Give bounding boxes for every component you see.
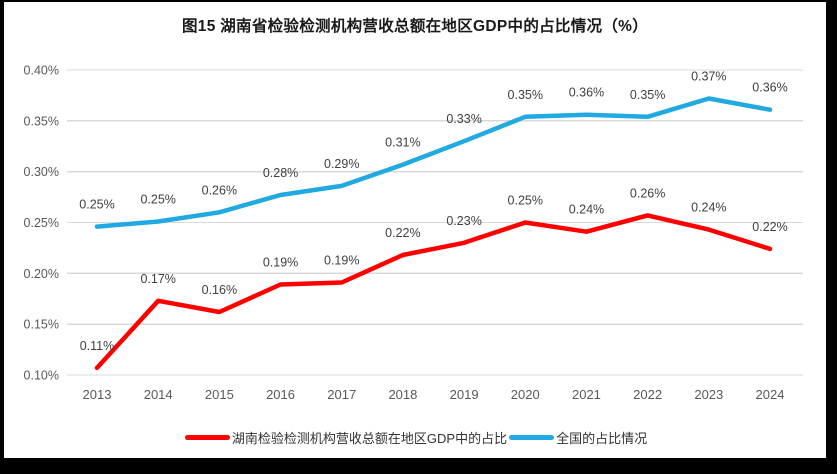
x-axis-tick-label: 2017 (327, 387, 356, 402)
data-label: 0.25% (508, 194, 543, 208)
legend-label-hunan-series: 湖南检验检测机构营收总额在地区GDP中的占比 (231, 431, 508, 446)
line-chart: 0.40% 0.35% 0.30% 0.25% 0.20% 0.15% 0.10% 2013 2… (24, 64, 803, 402)
x-axis-tick-label: 2015 (205, 387, 234, 402)
data-label: 0.35% (508, 88, 543, 102)
data-label: 0.22% (385, 226, 420, 240)
data-label: 0.25% (79, 198, 114, 212)
x-axis-tick-label: 2022 (633, 387, 662, 402)
x-axis-tick-label: 2013 (83, 387, 112, 402)
hunan-series-line (94, 213, 773, 371)
x-axis-tick-label: 2016 (266, 387, 295, 402)
data-label: 0.29% (324, 157, 359, 171)
data-label: 0.22% (752, 220, 787, 234)
data-label: 0.23% (446, 214, 481, 228)
data-label: 0.25% (140, 192, 175, 206)
data-label: 0.26% (202, 183, 237, 197)
chart-canvas: 图15 湖南省检验检测机构营收总额在地区GDP中的占比情况（%） 0.40% 0.… (4, 2, 826, 458)
data-label: 0.33% (446, 112, 481, 126)
legend-label-national-series: 全国的占比情况 (556, 431, 648, 446)
data-label: 0.28% (263, 166, 298, 180)
x-axis-tick-label: 2018 (388, 387, 417, 402)
legend-swatch-national-series (509, 435, 555, 440)
national-series-line (94, 96, 773, 229)
data-label: 0.35% (630, 88, 665, 102)
y-axis-tick-label: 0.35% (24, 114, 59, 128)
x-axis-tick-label: 2023 (694, 387, 723, 402)
x-axis-tick-label: 2021 (572, 387, 601, 402)
x-axis-tick-label: 2024 (756, 387, 785, 402)
x-axis-tick-label: 2014 (144, 387, 173, 402)
data-label: 0.37% (691, 69, 726, 83)
data-label: 0.36% (569, 86, 604, 100)
data-label: 0.24% (569, 203, 604, 217)
y-axis-tick-label: 0.15% (24, 318, 59, 332)
legend-swatch-hunan-series (184, 435, 230, 440)
y-axis-tick-label: 0.25% (24, 216, 59, 230)
data-label: 0.19% (324, 253, 359, 267)
chart-title: 图15 湖南省检验检测机构营收总额在地区GDP中的占比情况（%） (181, 18, 649, 35)
data-label: 0.26% (630, 186, 665, 200)
y-axis-tick-label: 0.30% (24, 165, 59, 179)
chart-legend: 湖南检验检测机构营收总额在地区GDP中的占比 全国的占比情况 (4, 428, 826, 447)
data-label: 0.24% (691, 201, 726, 215)
x-axis-tick-label: 2019 (450, 387, 479, 402)
y-axis-tick-label: 0.20% (24, 267, 59, 281)
x-axis-tick-label: 2020 (511, 387, 540, 402)
y-axis-tick-label: 0.40% (24, 64, 59, 78)
data-label: 0.16% (202, 283, 237, 297)
data-label: 0.17% (140, 272, 175, 286)
data-label: 0.19% (263, 256, 298, 270)
data-label: 0.11% (80, 339, 115, 353)
y-axis-tick-label: 0.10% (24, 369, 59, 383)
data-label: 0.31% (385, 136, 420, 150)
data-label: 0.36% (752, 81, 787, 95)
